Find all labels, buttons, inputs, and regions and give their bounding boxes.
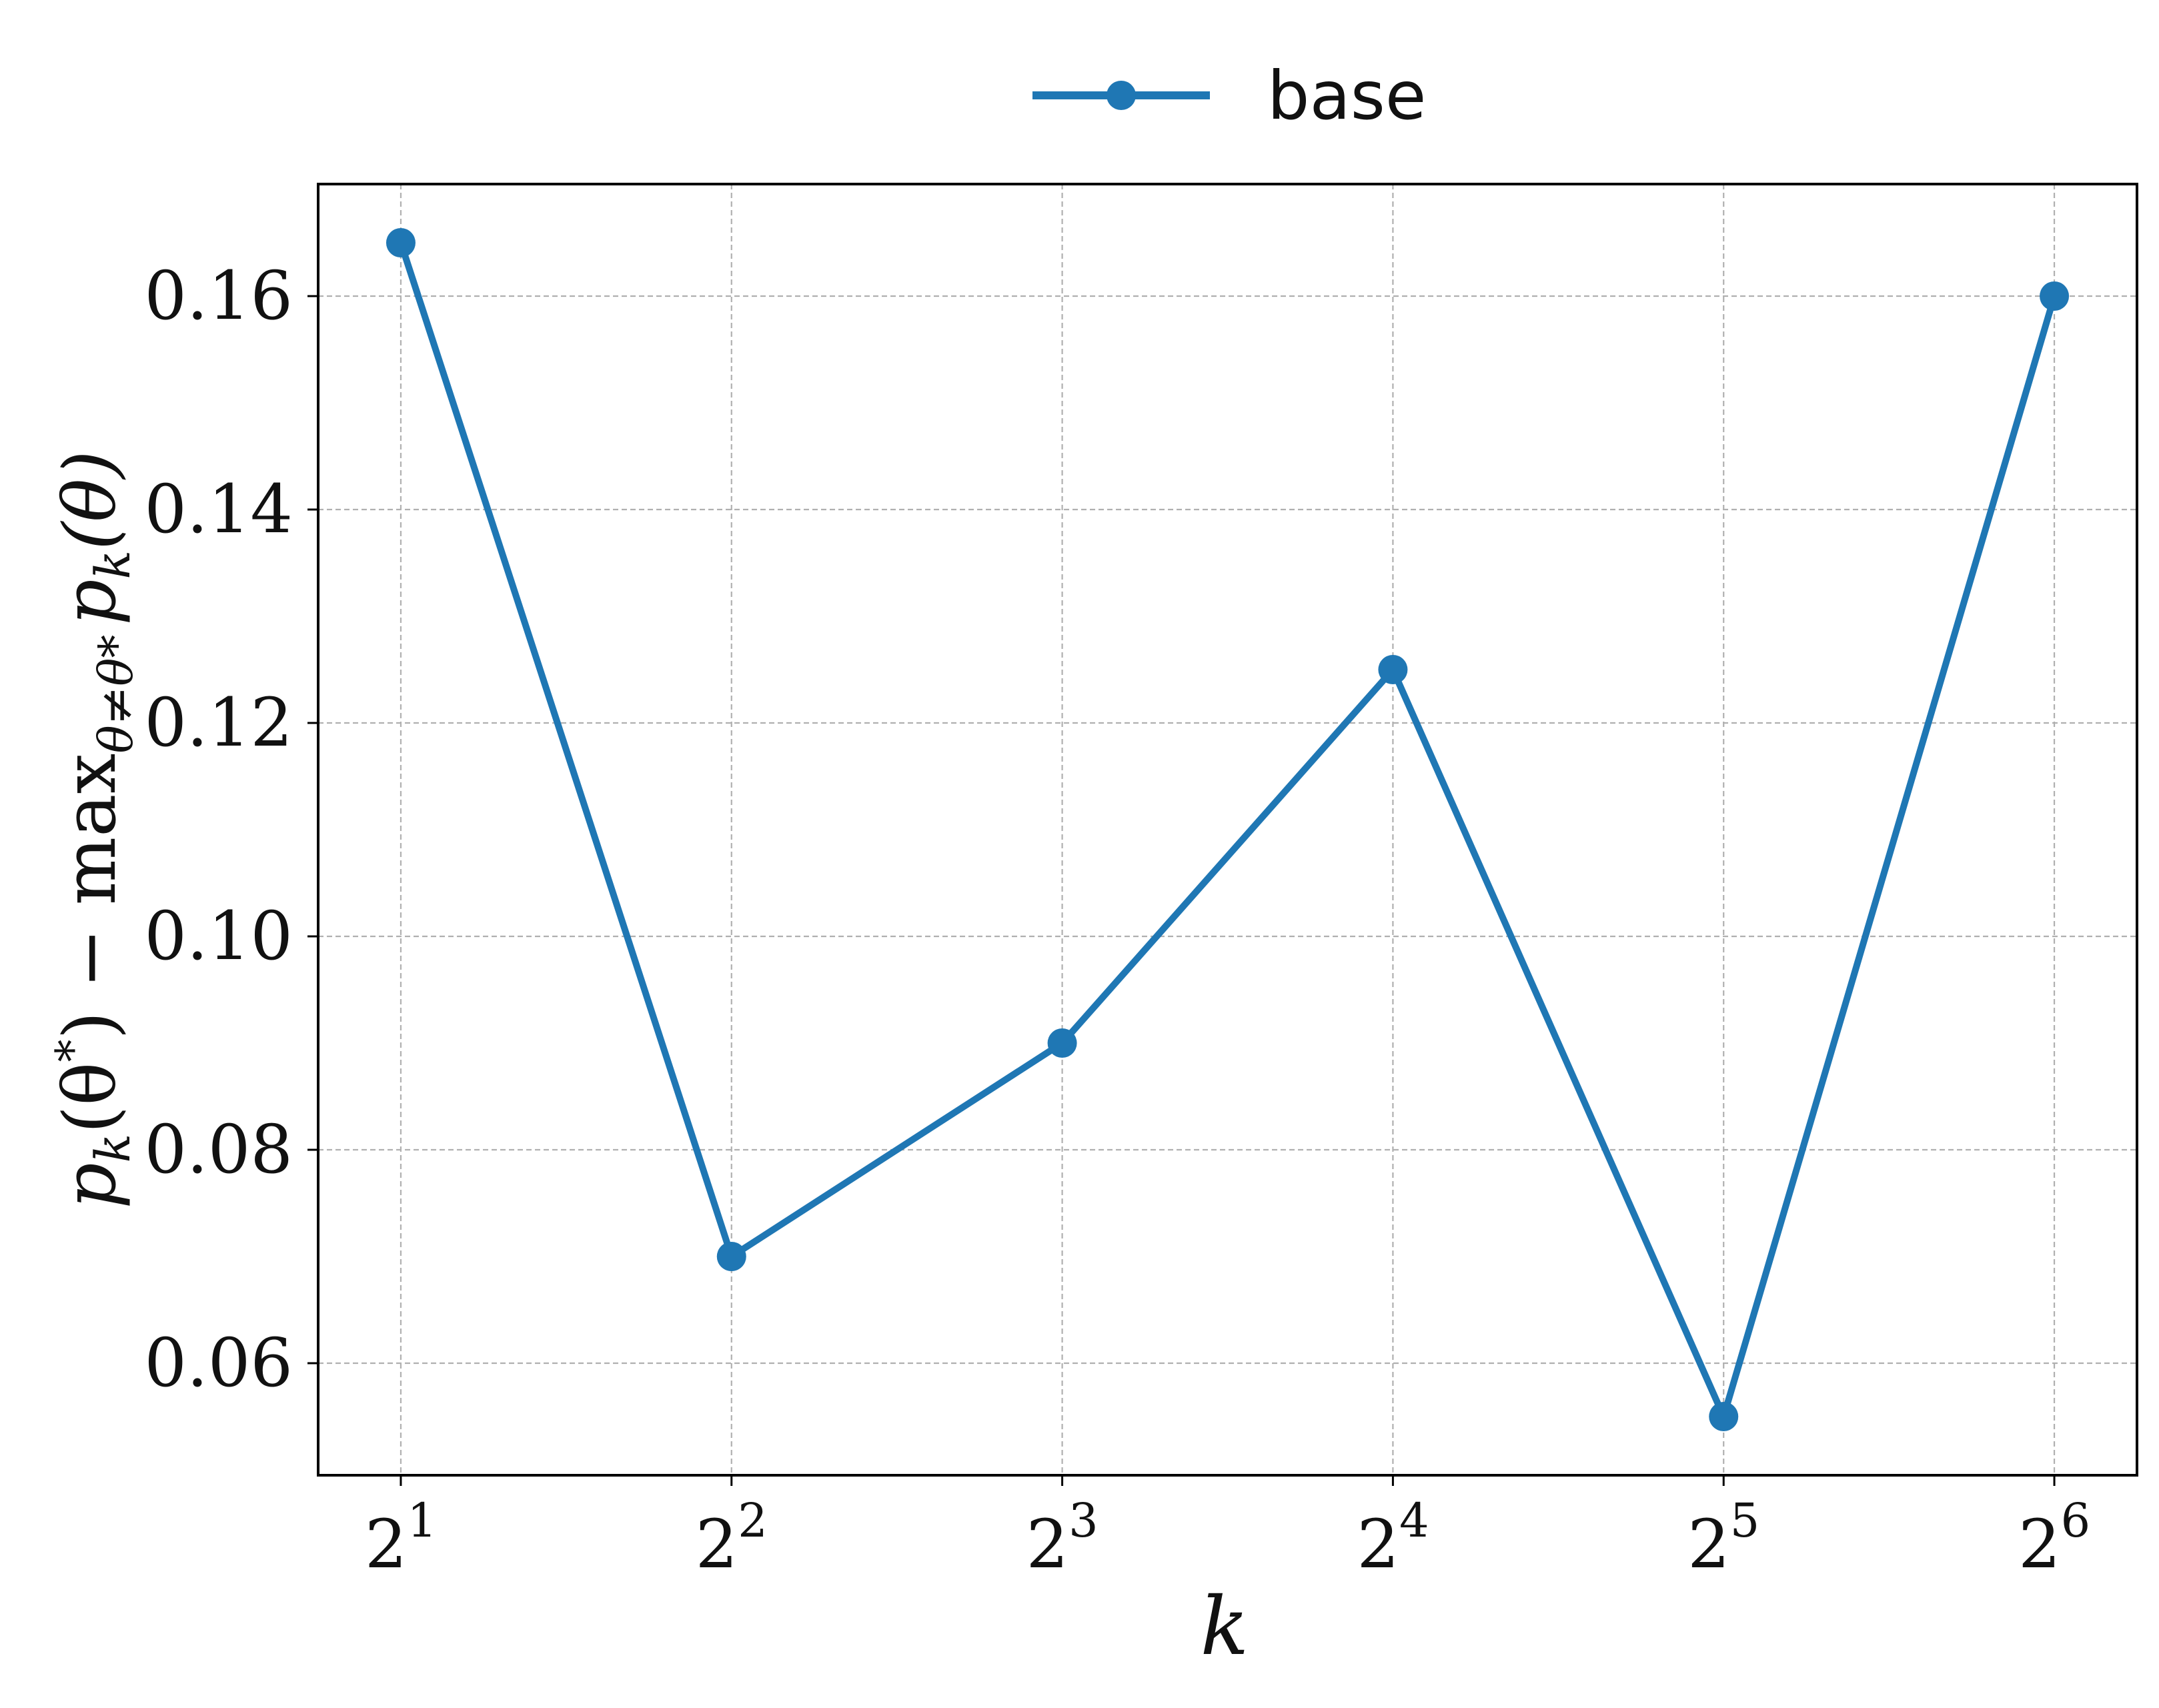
- y-label-constraint-sub: θ≠θ*: [89, 635, 143, 754]
- y-label-theta-open: (θ: [49, 1062, 132, 1134]
- x-tick-label: 25: [1687, 1493, 1759, 1583]
- y-tick-label: 0.08: [144, 1110, 293, 1188]
- y-label-p: p: [49, 1162, 132, 1208]
- y-tick-label: 0.10: [144, 897, 293, 975]
- data-point: [1378, 655, 1408, 684]
- series-line-base: [397, 239, 2058, 1420]
- data-point: [1047, 1028, 1077, 1058]
- data-point: [1709, 1402, 1739, 1431]
- y-tick-label: 0.12: [144, 684, 293, 762]
- x-axis-label: k: [1201, 1581, 1249, 1673]
- data-point: [386, 228, 416, 257]
- y-label-minus-max: ) − max: [49, 754, 132, 1040]
- x-tick-label: 26: [2018, 1493, 2090, 1583]
- y-label-k2-sub: k: [85, 550, 141, 580]
- y-label-p2: p: [49, 579, 132, 625]
- y-label-k-sub: k: [85, 1134, 141, 1163]
- x-tick-label: 23: [1026, 1493, 1099, 1583]
- legend: base: [1032, 57, 1426, 135]
- y-tick-labels: 0.06 0.08 0.10 0.12 0.14 0.16: [144, 257, 293, 1402]
- tick-marks: [307, 295, 2056, 1486]
- y-tick-label: 0.16: [144, 257, 293, 335]
- x-tick-label: 21: [365, 1493, 437, 1583]
- data-point: [2040, 281, 2070, 311]
- y-label-theta-paren: (θ): [49, 451, 132, 550]
- y-label-star: *: [47, 1040, 99, 1062]
- series-base: [386, 228, 2070, 1431]
- y-tick-label: 0.06: [144, 1324, 293, 1402]
- plot-frame: [317, 183, 2138, 1477]
- y-axis-label: pk(θ*) − maxθ≠θ*pk(θ): [47, 451, 143, 1209]
- legend-label-base: base: [1267, 57, 1426, 135]
- y-tick-label: 0.14: [144, 470, 293, 548]
- x-tick-label: 24: [1357, 1493, 1429, 1583]
- x-tick-labels: 21 22 23 24 25 26: [365, 1493, 2090, 1583]
- legend-marker-swatch: [1107, 81, 1136, 110]
- data-point: [716, 1242, 746, 1271]
- x-tick-label: 22: [696, 1493, 768, 1583]
